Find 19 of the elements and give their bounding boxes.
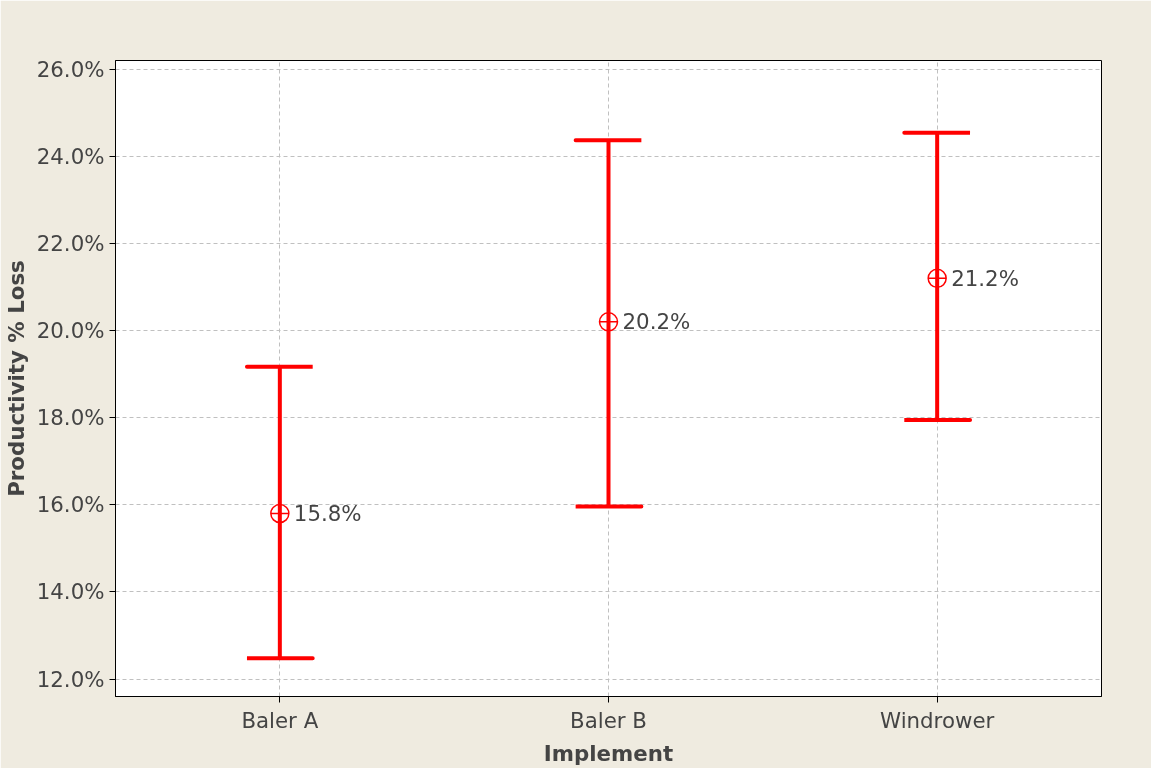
y-tick-label: 12.0% <box>36 666 105 692</box>
point <box>927 268 947 289</box>
x-tick-label: Baler A <box>241 707 319 733</box>
point <box>270 503 290 524</box>
data-label: 20.2% <box>622 309 691 335</box>
y-tick-label: 20.0% <box>36 318 105 344</box>
point <box>598 312 619 332</box>
data-label: 21.2% <box>951 265 1019 291</box>
y-tick-label: 16.0% <box>36 492 105 518</box>
y-tick-label: 26.0% <box>36 56 105 82</box>
x-axis-title: Implement <box>543 740 674 766</box>
y-tick-label: 22.0% <box>36 230 105 256</box>
data-label: 15.8% <box>293 501 362 527</box>
x-tick-label: Baler B <box>570 707 647 733</box>
y-tick-label: 24.0% <box>36 143 105 169</box>
y-axis-title: Productivity % Loss <box>3 260 29 497</box>
y-tick-label: 14.0% <box>36 579 105 605</box>
x-tick-label: Windrower <box>880 707 995 733</box>
y-tick-label: 18.0% <box>36 405 105 431</box>
